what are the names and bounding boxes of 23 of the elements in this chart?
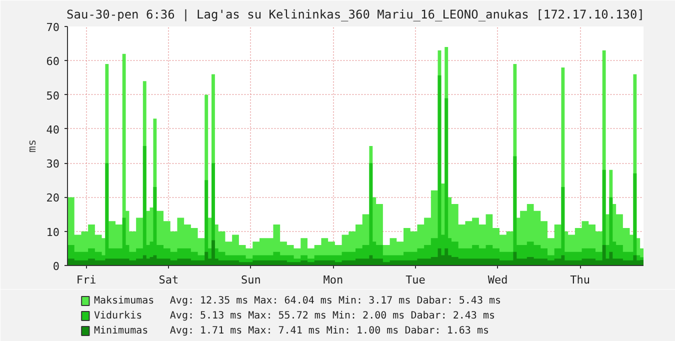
y-tick-label: 50 (46, 89, 60, 102)
legend-label: Maksimumas (94, 296, 154, 306)
x-tick-label: Tue (406, 274, 426, 286)
y-tick-label: 30 (46, 158, 60, 171)
text: Avg: 1.71 ms Max: 7.41 ms Min: 1.00 ms Dabar: 1.63 ms (170, 326, 489, 336)
y-tick-label: 40 (46, 123, 60, 136)
x-tick-label: Wed (488, 274, 508, 286)
legend-label: Minimumas (94, 326, 148, 336)
text: Avg: 5.13 ms Max: 55.72 ms Min: 2.00 ms Dabar: 2.43 ms (170, 310, 496, 322)
y-tick-label: 0 (52, 260, 60, 273)
chart-title: Sau-30-pen 6:36 | Lag'as su Kelininkas_360 Mariu_16_LEONO_anukas [172.17.10.130] (66, 8, 644, 22)
y-tick-label: 10 (46, 226, 60, 239)
y-tick-label: 20 (46, 192, 60, 205)
y-axis-title: ms (25, 139, 38, 153)
y-tick-label: 70 (46, 21, 60, 34)
legend-label: Vidurkis (94, 310, 142, 322)
x-tick-label: Sat (158, 274, 179, 286)
text: Avg: 12.35 ms Max: 64.04 ms Min: 3.17 ms Dabar: 5.43 ms (170, 296, 502, 306)
x-tick-label: Fri (76, 274, 96, 286)
x-tick-label: Thu (570, 274, 590, 286)
y-tick-label: 60 (46, 55, 60, 68)
x-tick-label: Mon (323, 274, 344, 286)
x-tick-label: Sun (240, 274, 261, 286)
